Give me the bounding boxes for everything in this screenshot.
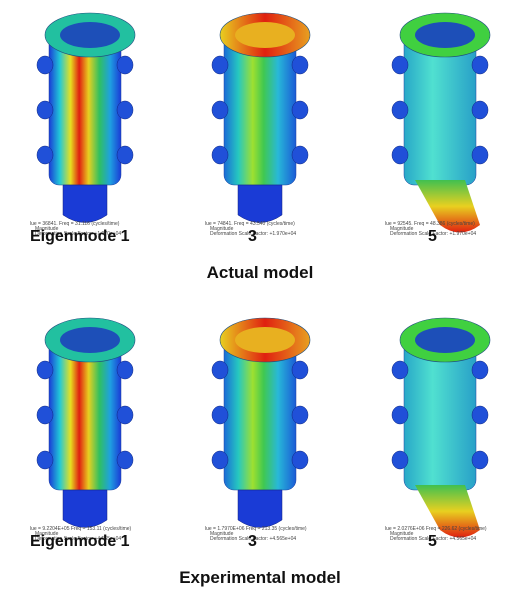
- mode-shape: [37, 13, 135, 223]
- nozzle: [212, 56, 228, 74]
- mode-shape: [212, 318, 310, 528]
- body: [224, 35, 296, 185]
- nozzle: [292, 406, 308, 424]
- nozzle: [117, 406, 133, 424]
- row-caption: Experimental model: [179, 568, 341, 587]
- row-caption: Actual model: [207, 263, 314, 282]
- body: [49, 35, 121, 185]
- nozzle: [392, 406, 408, 424]
- nozzle: [472, 56, 488, 74]
- mode-label: 5: [428, 228, 437, 245]
- nozzle: [472, 451, 488, 469]
- nozzle: [392, 101, 408, 119]
- nozzle: [392, 56, 408, 74]
- mode-shape: [392, 13, 490, 233]
- opening: [415, 22, 475, 48]
- nozzle: [37, 451, 53, 469]
- body: [49, 340, 121, 490]
- mode-label: Eigenmode 1: [30, 228, 130, 245]
- figure: lue = 36841. Freq = 31.116 (cycles/time)…: [0, 0, 507, 603]
- nozzle: [292, 146, 308, 164]
- nozzle: [37, 406, 53, 424]
- bottom-dome: [238, 185, 282, 223]
- nozzle: [117, 451, 133, 469]
- nozzle: [212, 451, 228, 469]
- nozzle: [292, 361, 308, 379]
- bottom-dome: [238, 490, 282, 528]
- figure-canvas: lue = 36841. Freq = 31.116 (cycles/time)…: [0, 0, 507, 603]
- nozzle: [37, 361, 53, 379]
- nozzle: [117, 361, 133, 379]
- opening: [235, 327, 295, 353]
- body: [224, 340, 296, 490]
- nozzle: [37, 56, 53, 74]
- nozzle: [117, 101, 133, 119]
- mode-label: 3: [248, 533, 257, 550]
- body: [404, 340, 476, 490]
- nozzle: [117, 146, 133, 164]
- nozzle: [472, 146, 488, 164]
- mode-shape: [392, 318, 490, 538]
- nozzle: [392, 361, 408, 379]
- nozzle: [37, 146, 53, 164]
- nozzle: [292, 56, 308, 74]
- nozzle: [37, 101, 53, 119]
- body: [404, 35, 476, 185]
- bottom-dome: [63, 185, 107, 223]
- nozzle: [212, 146, 228, 164]
- nozzle: [392, 451, 408, 469]
- bottom-dome: [63, 490, 107, 528]
- nozzle: [212, 361, 228, 379]
- opening: [60, 327, 120, 353]
- mode-shape: [212, 13, 310, 223]
- opening: [235, 22, 295, 48]
- opening: [415, 327, 475, 353]
- mode-label: 3: [248, 228, 257, 245]
- nozzle: [212, 406, 228, 424]
- nozzle: [392, 146, 408, 164]
- nozzle: [292, 101, 308, 119]
- nozzle: [117, 56, 133, 74]
- nozzle: [472, 101, 488, 119]
- mode-label: 5: [428, 533, 437, 550]
- mode-label: Eigenmode 1: [30, 533, 130, 550]
- opening: [60, 22, 120, 48]
- nozzle: [292, 451, 308, 469]
- nozzle: [212, 101, 228, 119]
- nozzle: [472, 361, 488, 379]
- mode-shape: [37, 318, 135, 528]
- nozzle: [472, 406, 488, 424]
